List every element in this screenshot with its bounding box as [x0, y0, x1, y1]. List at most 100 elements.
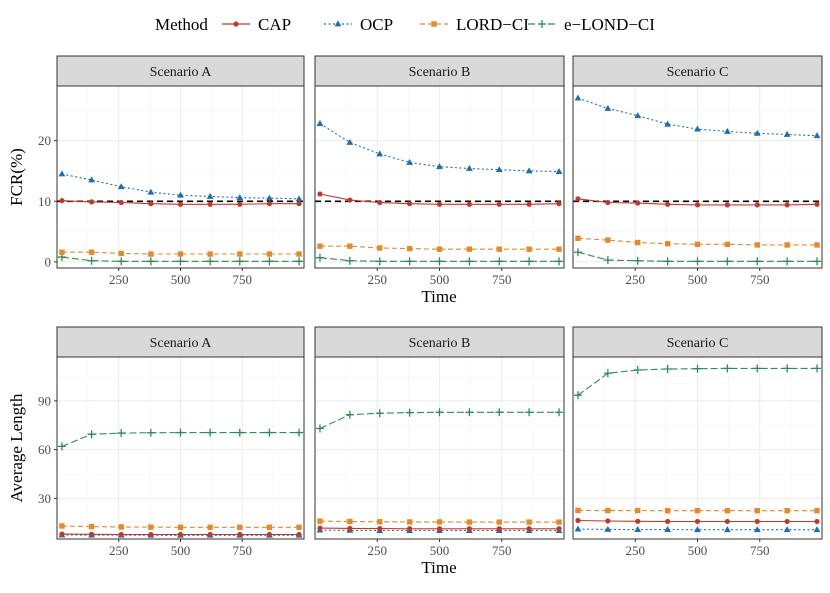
- legend-marker-lord-ci: [431, 21, 437, 27]
- data-point-ocp: [406, 158, 414, 165]
- series-ocp: [574, 94, 821, 139]
- data-point-e-lond-ci: [573, 391, 582, 400]
- x-tick-label: 500: [430, 543, 450, 558]
- data-point-ocp: [206, 192, 214, 199]
- data-point-ocp: [465, 164, 473, 171]
- data-point-ocp: [813, 526, 821, 533]
- panel-fcr-scenario-b: Scenario B 250 500 750: [314, 55, 565, 287]
- data-point-cap: [754, 518, 760, 525]
- data-point-ocp: [753, 526, 761, 533]
- data-point-cap: [88, 531, 95, 537]
- data-point-e-lond-ci: [206, 428, 215, 437]
- legend-label-lord-ci: LORD−CI: [456, 15, 529, 34]
- data-point-e-lond-ci: [345, 410, 354, 419]
- data-point-cap: [724, 518, 730, 525]
- data-point-e-lond-ci: [87, 430, 96, 439]
- data-point-cap: [496, 201, 502, 207]
- data-point-lord-ci: [664, 508, 671, 514]
- series-lord-ci: [575, 507, 820, 514]
- data-point-e-lond-ci: [663, 365, 672, 374]
- data-point-lord-ci: [347, 243, 353, 249]
- data-point-cap: [177, 531, 184, 538]
- data-point-ocp: [723, 127, 731, 134]
- series-line-ocp: [319, 123, 560, 173]
- panel-average-length-scenario-b: Scenario B 250 500 750: [314, 326, 565, 558]
- data-point-cap: [605, 518, 611, 524]
- data-point-lord-ci: [784, 508, 790, 514]
- data-point-cap: [407, 526, 413, 532]
- data-point-e-lond-ci: [813, 364, 822, 373]
- data-point-ocp: [604, 104, 612, 111]
- x-tick-label: 500: [171, 272, 191, 287]
- data-point-cap: [266, 531, 273, 538]
- data-point-ocp: [694, 125, 701, 132]
- series-cap: [317, 525, 562, 532]
- data-point-e-lond-ci: [495, 257, 504, 266]
- data-point-cap: [784, 518, 790, 525]
- panel-average-length-scenario-c: Scenario C 250 500 750: [572, 326, 823, 558]
- data-point-cap: [466, 201, 472, 207]
- data-point-cap: [635, 518, 641, 524]
- data-point-lord-ci: [496, 246, 502, 252]
- data-point-ocp: [694, 526, 701, 533]
- data-point-cap: [814, 518, 820, 525]
- legend-label-e-lond-ci: e−LOND−CI: [564, 15, 655, 34]
- data-point-e-lond-ci: [603, 256, 612, 265]
- series-e-lond-ci: [57, 253, 304, 266]
- strip-background: [56, 326, 305, 358]
- legend-marker-cap: [233, 21, 239, 27]
- strip-label: Scenario B: [409, 65, 471, 80]
- x-tick-label: 750: [492, 543, 512, 558]
- data-point-cap: [635, 200, 641, 206]
- series-cap: [575, 196, 820, 208]
- y-axis-title: Average Length: [7, 393, 26, 502]
- data-point-e-lond-ci: [723, 257, 732, 266]
- data-point-ocp: [634, 525, 642, 532]
- grid: [315, 357, 564, 539]
- data-point-lord-ci: [317, 518, 323, 524]
- data-point-cap: [177, 201, 184, 207]
- data-point-lord-ci: [754, 242, 760, 248]
- series-e-lond-ci: [57, 428, 304, 451]
- data-point-cap: [784, 202, 790, 208]
- data-point-ocp: [525, 167, 533, 174]
- data-point-lord-ci: [436, 519, 443, 525]
- data-point-e-lond-ci: [813, 257, 822, 266]
- data-point-e-lond-ci: [315, 253, 324, 262]
- series-ocp: [574, 525, 821, 533]
- strip-background: [572, 55, 823, 87]
- data-point-ocp: [88, 176, 95, 183]
- series-cap: [59, 198, 302, 207]
- strip-background: [572, 326, 823, 358]
- data-point-lord-ci: [377, 245, 383, 251]
- data-point-e-lond-ci: [117, 257, 126, 266]
- data-point-e-lond-ci: [57, 442, 66, 451]
- data-point-ocp: [376, 150, 384, 157]
- data-point-e-lond-ci: [783, 364, 792, 373]
- data-point-ocp: [783, 526, 791, 533]
- data-point-cap: [556, 526, 562, 532]
- data-point-lord-ci: [347, 518, 353, 525]
- data-point-lord-ci: [694, 241, 701, 248]
- data-point-cap: [694, 518, 701, 525]
- data-point-lord-ci: [177, 251, 184, 257]
- data-point-e-lond-ci: [783, 257, 792, 266]
- series-lord-ci: [317, 243, 562, 252]
- axis-titles: Time FCR(%) Time Average Length: [7, 148, 457, 577]
- data-point-e-lond-ci: [146, 257, 155, 266]
- panels: Scenario A 250 500 750 0 10 20 Scenario B 250 500…: [38, 55, 823, 558]
- data-point-lord-ci: [59, 249, 65, 255]
- data-point-e-lond-ci: [265, 257, 274, 266]
- data-point-lord-ci: [526, 246, 532, 252]
- data-point-cap: [575, 517, 581, 524]
- legend-title: Method: [155, 15, 208, 34]
- data-point-cap: [377, 199, 383, 206]
- data-point-lord-ci: [148, 251, 154, 257]
- data-point-cap: [59, 531, 65, 537]
- panel-average-length-scenario-a: Scenario A 250 500 750 30 60 90: [38, 326, 305, 558]
- data-point-e-lond-ci: [693, 257, 702, 266]
- legend-item-lord-ci: LORD−CI: [420, 15, 529, 34]
- series-cap: [317, 191, 562, 207]
- data-point-e-lond-ci: [633, 366, 642, 374]
- data-point-ocp: [117, 183, 125, 190]
